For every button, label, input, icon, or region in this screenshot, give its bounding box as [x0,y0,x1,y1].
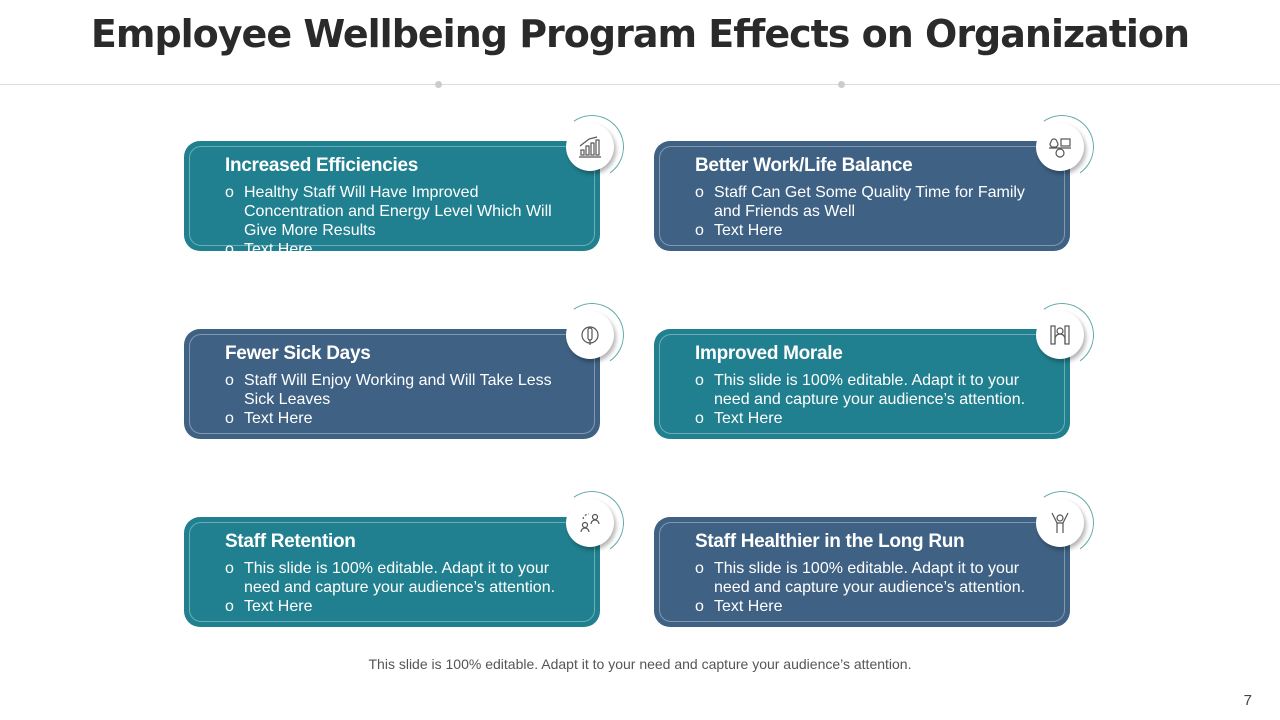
card-title: Improved Morale [695,343,843,364]
card-list: This slide is 100% editable. Adapt it to… [225,559,582,616]
card-staff-retention: Staff Retention This slide is 100% edita… [184,485,630,627]
card-improved-morale: Improved Morale This slide is 100% edita… [654,297,1100,439]
card-bullet: Healthy Staff Will Have Improved Concent… [225,183,582,240]
card-border [659,334,1065,434]
card-title: Increased Efficiencies [225,155,419,176]
card-list: Staff Will Enjoy Working and Will Take L… [225,371,582,428]
card-bullet: This slide is 100% editable. Adapt it to… [695,559,1052,597]
balance-icon [1036,123,1084,171]
card-title: Staff Healthier in the Long Run [695,531,965,552]
card-bullet: Text Here [225,240,582,259]
card-list: This slide is 100% editable. Adapt it to… [695,559,1052,616]
footer-note: This slide is 100% editable. Adapt it to… [368,656,912,672]
card-list: Healthy Staff Will Have Improved Concent… [225,183,582,259]
divider-dot [838,81,845,88]
card-border [189,334,595,434]
card-border [659,146,1065,246]
card-list: Staff Can Get Some Quality Time for Fami… [695,183,1052,240]
card-bullet: Staff Will Enjoy Working and Will Take L… [225,371,582,409]
card-fewer-sick-days: Fewer Sick Days Staff Will Enjoy Working… [184,297,630,439]
card-title: Better Work/Life Balance [695,155,913,176]
card-bullet: This slide is 100% editable. Adapt it to… [225,559,582,597]
card-bullet: Text Here [225,597,582,616]
card-bullet: Text Here [695,597,1052,616]
person-icon [1036,311,1084,359]
people-icon [566,499,614,547]
thermometer-icon [566,311,614,359]
bar-chart-icon [566,123,614,171]
card-increased-efficiencies: Increased Efficiencies Healthy Staff Wil… [184,109,630,259]
card-border [659,522,1065,622]
card-better-work-life-balance: Better Work/Life Balance Staff Can Get S… [654,109,1100,251]
card-border [189,522,595,622]
divider-dot [435,81,442,88]
card-title: Fewer Sick Days [225,343,371,364]
cheering-person-icon [1036,499,1084,547]
page-number: 7 [1243,692,1252,709]
slide-title: Employee Wellbeing Program Effects on Or… [90,12,1190,56]
card-staff-healthier-in-the-long-run: Staff Healthier in the Long Run This sli… [654,485,1100,627]
card-bullet: Text Here [225,409,582,428]
card-title: Staff Retention [225,531,356,552]
card-bullet: Text Here [695,221,1052,240]
divider [0,84,1280,85]
card-bullet: Staff Can Get Some Quality Time for Fami… [695,183,1052,221]
card-list: This slide is 100% editable. Adapt it to… [695,371,1052,428]
card-bullet: Text Here [695,409,1052,428]
card-bullet: This slide is 100% editable. Adapt it to… [695,371,1052,409]
